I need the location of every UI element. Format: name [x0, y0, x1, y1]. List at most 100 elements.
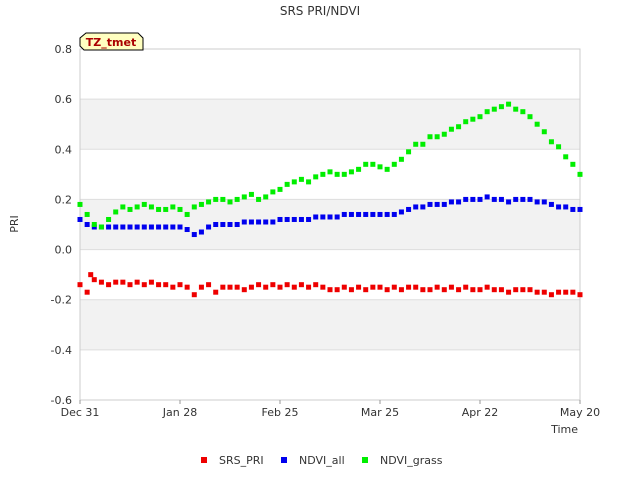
data-point — [427, 134, 433, 140]
data-point — [77, 201, 83, 207]
y-axis-label: PRI — [8, 215, 21, 233]
data-point — [141, 224, 147, 230]
data-point — [227, 222, 233, 227]
data-point — [527, 287, 533, 293]
data-point — [548, 139, 554, 145]
data-point — [456, 124, 462, 130]
data-point — [170, 284, 176, 290]
data-point — [534, 121, 540, 127]
data-point — [198, 284, 204, 290]
data-point — [377, 211, 383, 217]
data-point — [506, 101, 512, 107]
x-tick-label: Dec 31 — [61, 406, 100, 419]
data-point — [434, 201, 440, 207]
data-point — [313, 282, 319, 288]
data-point — [220, 284, 226, 290]
data-point — [306, 179, 312, 185]
data-point — [570, 161, 576, 167]
y-tick-label: 0.6 — [55, 93, 73, 106]
data-point — [198, 201, 204, 207]
data-point — [91, 277, 97, 283]
data-point — [270, 219, 276, 225]
data-point — [477, 114, 483, 120]
data-point — [313, 214, 319, 220]
plot-band — [80, 249, 580, 300]
data-point — [106, 224, 112, 230]
data-point — [256, 219, 262, 225]
data-point — [391, 161, 397, 167]
data-point — [234, 222, 240, 227]
data-point — [291, 216, 297, 222]
plot-band — [80, 99, 580, 150]
y-tick-label: 0.0 — [55, 244, 73, 257]
data-point — [298, 282, 304, 288]
site-badge-shape — [79, 32, 144, 51]
plot-band — [80, 299, 580, 350]
data-point — [348, 287, 354, 293]
data-point — [334, 287, 340, 293]
data-point — [127, 224, 133, 230]
data-point — [213, 196, 219, 202]
data-point — [513, 196, 519, 202]
data-point — [370, 211, 376, 217]
data-point — [163, 224, 169, 230]
data-point — [363, 211, 369, 217]
plot-band — [80, 349, 580, 400]
data-point — [191, 204, 197, 210]
x-axis: Dec 31 Jan 28 Feb 25 Mar 25 Apr 22 May 20 — [61, 400, 600, 419]
data-point — [391, 211, 397, 217]
data-point — [341, 284, 347, 290]
data-point — [406, 284, 412, 290]
data-point — [270, 282, 276, 288]
data-point — [156, 206, 162, 212]
data-point — [527, 196, 533, 202]
data-point — [563, 204, 569, 210]
data-point — [291, 179, 297, 185]
data-point — [91, 222, 97, 227]
data-point — [148, 279, 154, 285]
data-point — [184, 211, 190, 217]
data-point — [520, 196, 526, 202]
data-point — [277, 216, 283, 222]
data-point — [441, 201, 447, 207]
data-point — [127, 282, 133, 288]
data-point — [406, 206, 412, 212]
plot-band — [80, 149, 580, 200]
data-point — [134, 279, 140, 285]
data-point — [463, 196, 469, 202]
data-point — [420, 141, 426, 147]
data-point — [398, 209, 404, 215]
data-point — [213, 222, 219, 227]
data-point — [91, 224, 97, 230]
data-point — [441, 287, 447, 293]
data-point — [298, 216, 304, 222]
data-point — [491, 287, 497, 293]
data-point — [220, 196, 226, 202]
data-point — [284, 282, 290, 288]
data-point — [277, 284, 283, 290]
y-tick-label: -0.6 — [51, 394, 72, 407]
data-point — [463, 119, 469, 125]
plot-band — [80, 49, 580, 100]
data-point — [556, 289, 562, 295]
site-badge-label: TZ_tmet — [86, 36, 136, 49]
data-point — [356, 166, 362, 172]
y-axis: -0.6 -0.4 -0.2 0.0 0.2 0.4 0.6 0.8 — [51, 43, 72, 407]
data-point — [141, 282, 147, 288]
data-point — [463, 284, 469, 290]
data-point — [241, 194, 247, 200]
data-point — [577, 171, 583, 177]
x-tick-label: Jan 28 — [162, 406, 197, 419]
data-point — [327, 214, 333, 220]
data-point — [498, 287, 504, 293]
data-point — [441, 131, 447, 137]
data-point — [241, 287, 247, 293]
data-point — [334, 171, 340, 177]
data-point — [77, 216, 83, 222]
data-point — [477, 196, 483, 202]
x-axis-label: Time — [550, 423, 578, 436]
data-point — [277, 186, 283, 192]
data-point — [177, 224, 183, 230]
data-point — [191, 232, 197, 238]
